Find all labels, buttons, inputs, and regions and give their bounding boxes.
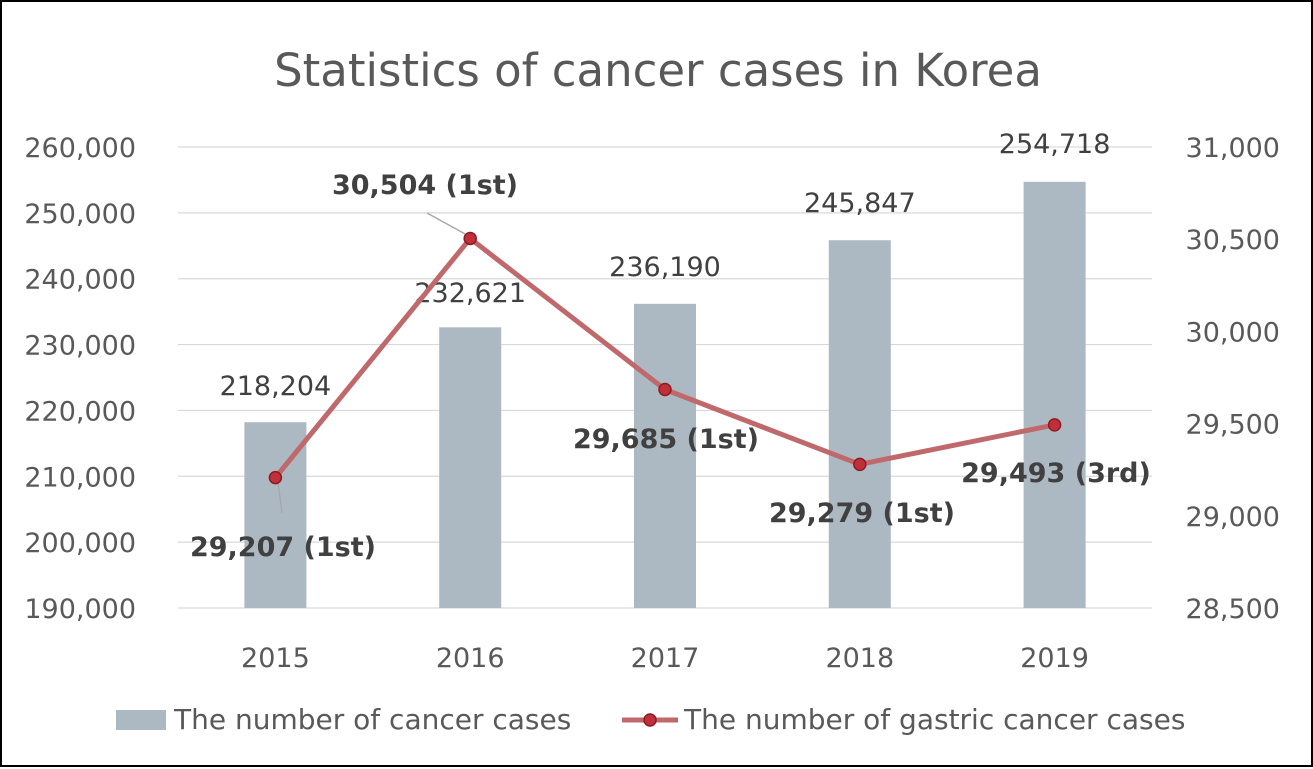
right-axis: 28,500 29,000 29,500 30,000 30,500 31,000: [1186, 133, 1280, 625]
left-tick-label: 240,000: [24, 265, 136, 296]
left-tick-label: 200,000: [24, 528, 136, 559]
legend: The number of cancer cases The number of…: [116, 703, 1185, 736]
bar-data-label: 245,847: [804, 188, 916, 219]
bar-data-label: 254,718: [999, 129, 1111, 160]
left-tick-label: 260,000: [24, 133, 136, 164]
x-tick-label: 2018: [825, 643, 894, 674]
line-data-label: 29,493 (3rd): [961, 458, 1151, 489]
legend-label-gastric-cancer-cases: The number of gastric cancer cases: [683, 703, 1185, 736]
bar-data-label: 236,190: [609, 252, 721, 283]
x-tick-label: 2015: [241, 643, 310, 674]
leader-lines: [277, 212, 468, 514]
line-data-label: 30,504 (1st): [332, 170, 518, 201]
x-tick-label: 2016: [436, 643, 505, 674]
left-tick-label: 250,000: [24, 199, 136, 230]
bar-data-label: 218,204: [220, 371, 332, 402]
line-data-label: 29,685 (1st): [573, 424, 759, 455]
right-tick-label: 29,000: [1186, 502, 1280, 533]
right-tick-label: 28,500: [1186, 594, 1280, 625]
legend-label-cancer-cases: The number of cancer cases: [173, 703, 571, 736]
line-series: [268, 231, 1062, 485]
bar: [634, 303, 696, 608]
x-tick-label: 2017: [631, 643, 700, 674]
left-tick-label: 190,000: [24, 594, 136, 625]
line-marker: [463, 231, 477, 246]
line-marker: [1047, 418, 1062, 432]
right-tick-label: 30,000: [1186, 317, 1280, 348]
bar: [439, 327, 502, 608]
line-data-label: 29,279 (1st): [769, 498, 955, 529]
line-data-label: 29,207 (1st): [190, 532, 376, 563]
line-labels: 29,207 (1st) 30,504 (1st) 29,685 (1st) 29,2…: [190, 170, 1151, 563]
line-marker: [658, 382, 672, 397]
left-tick-label: 230,000: [24, 331, 136, 362]
line-marker: [853, 457, 867, 472]
right-tick-label: 31,000: [1186, 133, 1280, 164]
line-marker: [268, 470, 283, 485]
right-tick-label: 29,500: [1186, 410, 1280, 441]
left-axis: 190,000 200,000 210,000 220,000 230,000 240,0…: [24, 133, 136, 625]
leader-line: [277, 481, 283, 514]
leader-line: [426, 212, 468, 236]
legend-swatch-marker: [643, 713, 657, 727]
x-axis: 2015 2016 2017 2018 2019: [241, 643, 1089, 674]
left-tick-label: 220,000: [24, 396, 136, 427]
legend-swatch-bar: [116, 710, 166, 730]
x-tick-label: 2019: [1020, 643, 1089, 674]
right-tick-label: 30,500: [1186, 225, 1280, 256]
chart-title: Statistics of cancer cases in Korea: [274, 44, 1042, 97]
bar: [1023, 181, 1086, 608]
left-tick-label: 210,000: [24, 462, 136, 493]
bar: [828, 240, 891, 608]
